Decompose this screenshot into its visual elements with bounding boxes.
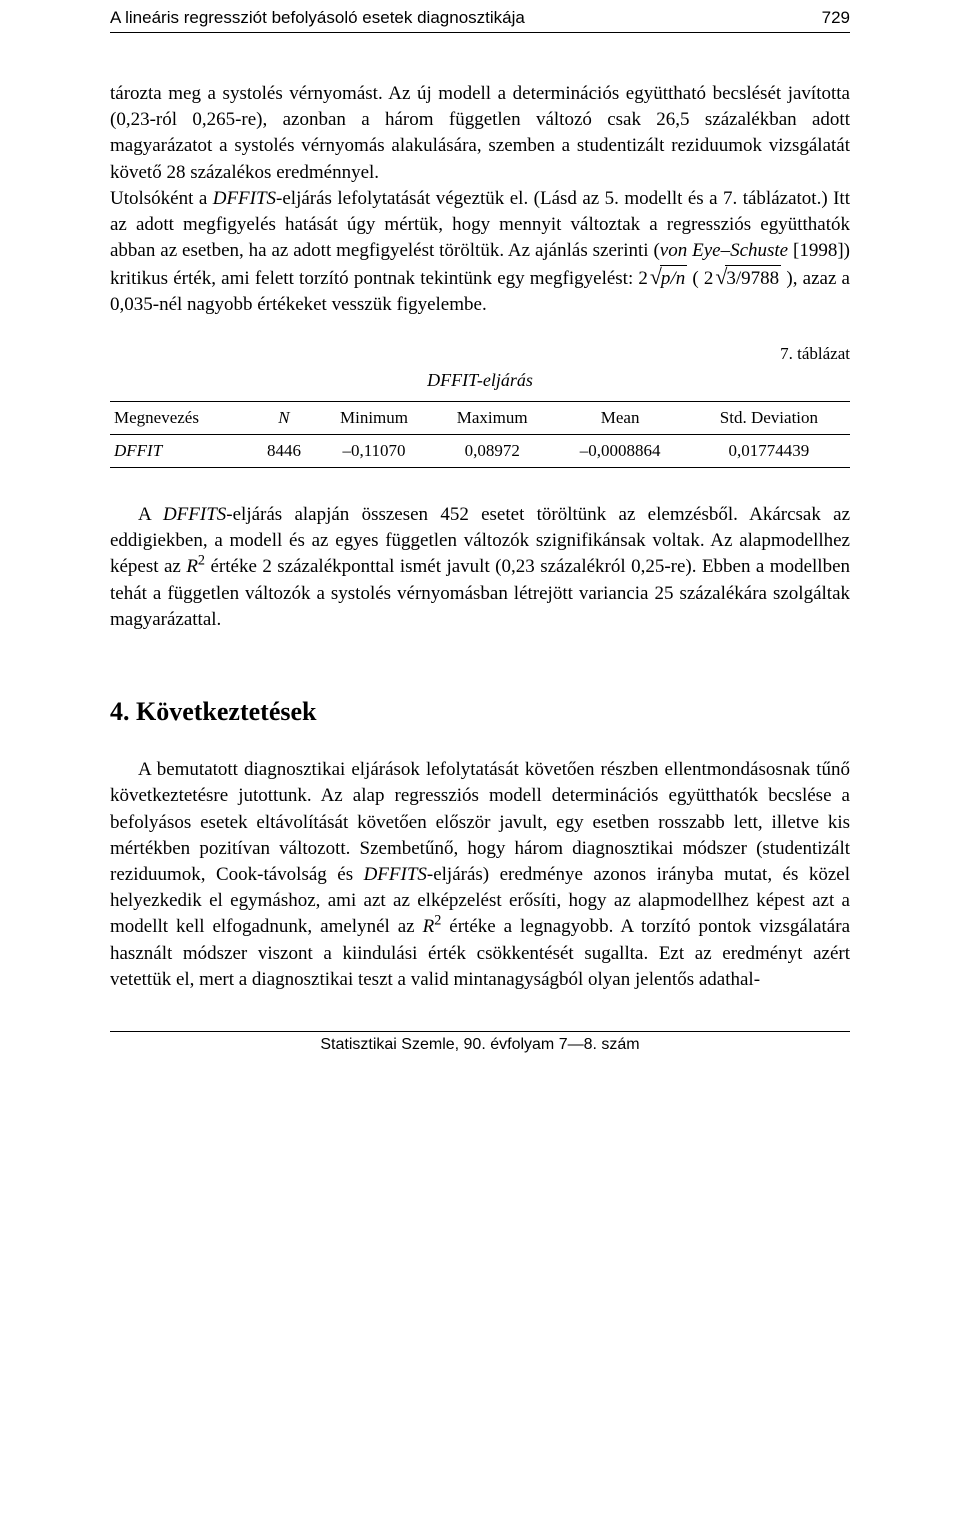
- page-number: 729: [822, 8, 850, 28]
- formula-mid: ( 2: [687, 268, 713, 289]
- p2-pre: A: [138, 504, 163, 525]
- section-heading-4: 4. Következtetések: [110, 697, 850, 727]
- table-row: DFFIT 8446 –0,11070 0,08972 –0,0008864 0…: [110, 434, 850, 467]
- running-head: A lineáris regressziót befolyásoló esete…: [110, 0, 850, 33]
- sqrt-1: √p/n: [648, 265, 687, 292]
- p1-dffits: DFFITS: [213, 188, 276, 209]
- table-header-row: Megnevezés N Minimum Maximum Mean Std. D…: [110, 401, 850, 434]
- col-max: Maximum: [432, 401, 552, 434]
- row-label: DFFIT: [110, 434, 252, 467]
- p1-reference: von Eye–Schuste: [660, 240, 788, 261]
- p2-r-sup: 2: [198, 553, 205, 569]
- p2-dffits: DFFITS: [163, 504, 226, 525]
- paragraph-1: tározta meg a systolés vérnyomást. Az új…: [110, 81, 850, 318]
- sqrt-2: √3/9788: [713, 265, 781, 292]
- p1-text-a: tározta meg a systolés vérnyomást. Az új…: [110, 83, 850, 183]
- cell-max: 0,08972: [432, 434, 552, 467]
- col-mean: Mean: [552, 401, 687, 434]
- table-7: Megnevezés N Minimum Maximum Mean Std. D…: [110, 401, 850, 468]
- journal-footer: Statisztikai Szemle, 90. évfolyam 7—8. s…: [110, 1031, 850, 1054]
- col-n-text: N: [278, 408, 289, 427]
- cell-std: 0,01774439: [688, 434, 850, 467]
- running-title: A lineáris regressziót befolyásoló esete…: [110, 8, 525, 28]
- table-7-caption: 7. táblázat: [110, 344, 850, 364]
- col-label: Megnevezés: [110, 401, 252, 434]
- col-std: Std. Deviation: [688, 401, 850, 434]
- p3-dffits: DFFITS: [364, 864, 427, 885]
- col-n: N: [252, 401, 316, 434]
- table-7-title: DFFIT-eljárás: [110, 370, 850, 391]
- cell-min: –0,11070: [316, 434, 432, 467]
- col-min: Minimum: [316, 401, 432, 434]
- cell-n: 8446: [252, 434, 316, 467]
- paragraph-3: A bemutatott diagnosztikai eljárások lef…: [110, 757, 850, 993]
- paragraph-2: A DFFITS-eljárás alapján összesen 452 es…: [110, 502, 850, 633]
- p1-text-b-pre: Utolsóként a: [110, 188, 213, 209]
- p2-r: R: [186, 556, 198, 577]
- p2-after-r: értéke 2 százalékponttal ismét javult (0…: [110, 556, 850, 629]
- cell-mean: –0,0008864: [552, 434, 687, 467]
- p3-r: R: [423, 916, 435, 937]
- formula-lead: 2: [638, 268, 648, 289]
- sqrt-2-body: 3/9788: [725, 265, 781, 292]
- sqrt-1-body: p/n: [660, 265, 687, 292]
